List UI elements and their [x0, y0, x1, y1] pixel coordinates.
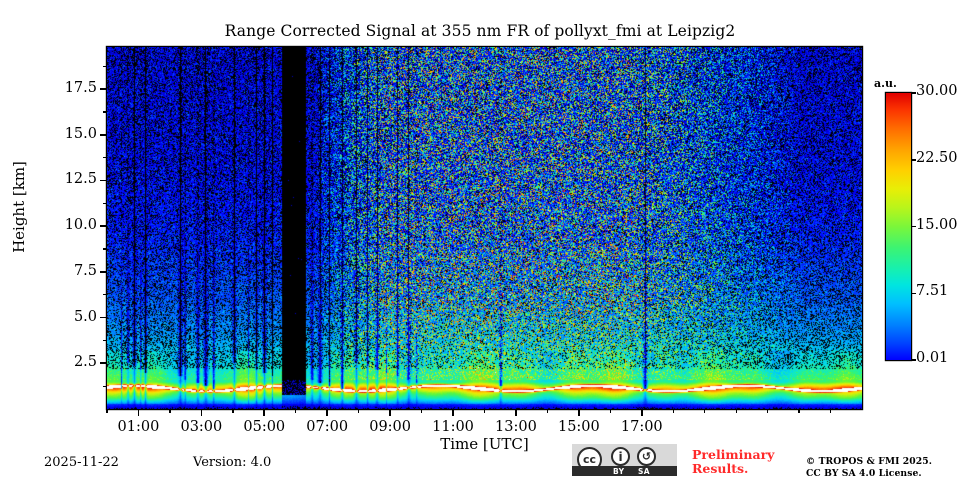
y-tick-label: 10.0 [64, 217, 97, 234]
colorbar-tick-label: 30.00 [916, 83, 958, 99]
copyright-note: © TROPOS & FMI 2025. CC BY SA 4.0 Licens… [806, 456, 956, 479]
y-tick-label: 17.5 [64, 80, 97, 97]
x-tick-mark [578, 409, 580, 416]
x-tick-mark [263, 409, 266, 416]
x-minor-tick [106, 409, 108, 413]
x-tick-label: 01:00 [117, 419, 160, 435]
y-minor-tick [103, 248, 107, 250]
y-tick-mark [100, 179, 107, 182]
cc-badge-bar [572, 466, 677, 476]
x-tick-label: 07:00 [306, 419, 349, 435]
colorbar-unit-label: a.u. [874, 77, 897, 90]
colorbar-tick-label: 22.50 [916, 149, 958, 166]
y-tick-label: 7.5 [73, 262, 97, 279]
copyright-line-2: CC BY SA 4.0 License. [806, 467, 922, 479]
x-tick-mark [326, 409, 328, 416]
copyright-line-1: © TROPOS & FMI 2025. [806, 456, 933, 467]
x-axis-label: Time [UTC] [440, 435, 529, 453]
x-minor-tick [735, 409, 737, 413]
y-tick-mark [100, 316, 107, 319]
cc-by-label: BY [613, 467, 625, 476]
cc-license-badge[interactable]: cc i ↺ BY SA [572, 444, 677, 476]
x-minor-tick [829, 409, 832, 413]
heatmap-canvas [107, 47, 862, 409]
x-tick-mark [640, 409, 643, 416]
x-minor-tick [704, 409, 706, 413]
x-tick-label: 15:00 [557, 419, 600, 435]
y-tick-mark [100, 133, 107, 136]
y-tick-label: 15.0 [64, 125, 97, 142]
footer-date: 2025-11-22 [44, 455, 119, 470]
y-tick-mark [100, 88, 107, 90]
x-minor-tick [672, 409, 674, 413]
colorbar-tick-mark [911, 159, 916, 161]
y-tick-label: 12.5 [64, 171, 97, 188]
x-tick-label: 03:00 [180, 419, 223, 435]
cc-by-icon: i [611, 447, 630, 466]
heatmap-plot-area[interactable] [107, 47, 862, 409]
x-tick-mark [452, 409, 454, 416]
chart-title: Range Corrected Signal at 355 nm FR of p… [224, 22, 736, 40]
x-minor-tick [232, 409, 234, 413]
x-minor-tick [546, 409, 549, 413]
x-minor-tick [609, 409, 612, 413]
x-minor-tick [483, 409, 486, 413]
y-tick-label: 5.0 [73, 308, 97, 325]
y-tick-mark [100, 225, 107, 227]
colorbar-tick-label: 15.00 [916, 216, 958, 233]
y-minor-tick [103, 157, 107, 159]
colorbar-tick-mark [911, 225, 916, 228]
y-minor-tick [103, 339, 107, 342]
x-tick-mark [515, 409, 517, 416]
colorbar-tick-mark [911, 92, 916, 94]
colorbar [886, 93, 911, 360]
colorbar-tick-mark [911, 359, 916, 361]
preliminary-results-note: Preliminary Results. [692, 447, 775, 476]
x-tick-label: 05:00 [243, 419, 286, 435]
y-minor-tick [103, 111, 107, 113]
x-minor-tick [169, 409, 171, 413]
colorbar-tick-mark [911, 292, 916, 295]
x-tick-label: 09:00 [369, 419, 412, 435]
x-tick-mark [200, 409, 203, 416]
y-minor-tick [103, 65, 107, 67]
cc-sa-icon: ↺ [637, 447, 656, 466]
x-tick-label: 13:00 [495, 419, 537, 435]
y-tick-mark [100, 362, 107, 365]
y-axis-label: Height [km] [10, 161, 28, 253]
x-tick-mark [389, 409, 391, 416]
y-minor-tick [103, 294, 107, 296]
footer-version: Version: 4.0 [193, 455, 272, 470]
x-minor-tick [798, 409, 800, 413]
colorbar-tick-label: 7.51 [916, 283, 949, 300]
x-minor-tick [358, 409, 360, 413]
x-tick-label: 17:00 [620, 419, 663, 435]
y-minor-tick [103, 202, 107, 204]
colorbar-tick-label: 0.01 [916, 350, 949, 366]
cc-sa-label: SA [638, 467, 650, 476]
y-tick-mark [100, 271, 107, 273]
x-minor-tick [767, 409, 769, 413]
y-tick-label: 2.5 [73, 354, 97, 371]
x-tick-label: 11:00 [432, 419, 474, 435]
y-minor-tick [103, 385, 107, 387]
x-tick-mark [137, 409, 140, 416]
x-minor-tick [295, 409, 297, 413]
x-minor-tick [420, 409, 423, 413]
